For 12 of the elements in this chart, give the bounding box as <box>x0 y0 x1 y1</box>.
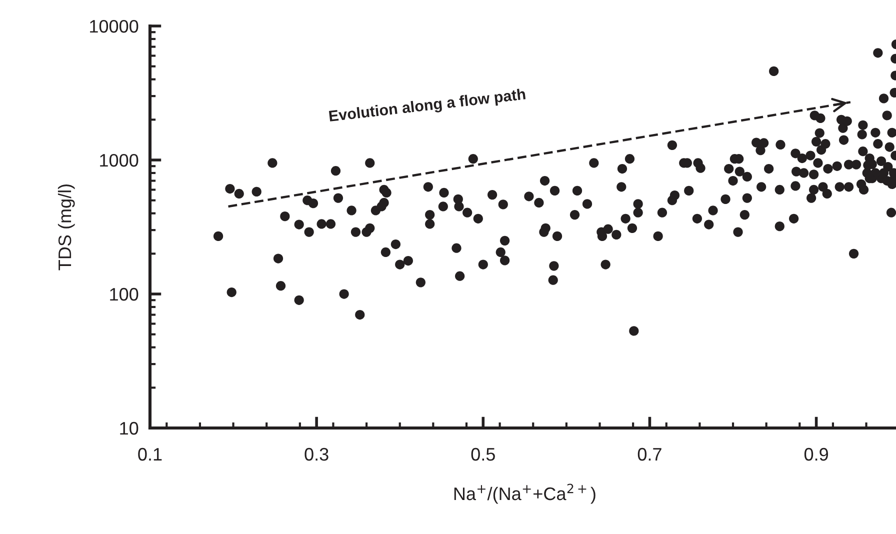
y-tick-label: 10 <box>120 422 138 435</box>
x-tick-label: 0.1 <box>138 448 162 461</box>
y-tick-label: 1000 <box>100 154 138 167</box>
x-tick-label: 0.7 <box>638 448 662 461</box>
x-tick-label: 0.9 <box>804 448 828 461</box>
x-tick-label: 0.5 <box>471 448 495 461</box>
y-axis-title: TDS (mg/l) <box>58 184 75 270</box>
x-axis-title: Na$^{+}$/(Na$^{+}$+Ca$^{2+}$) <box>454 484 596 504</box>
y-tick-label: 10000 <box>90 20 138 33</box>
x-tick-label: 0.3 <box>304 448 328 461</box>
y-tick-label: 100 <box>110 288 138 301</box>
annotation: Evolution along a flow path <box>328 88 526 125</box>
